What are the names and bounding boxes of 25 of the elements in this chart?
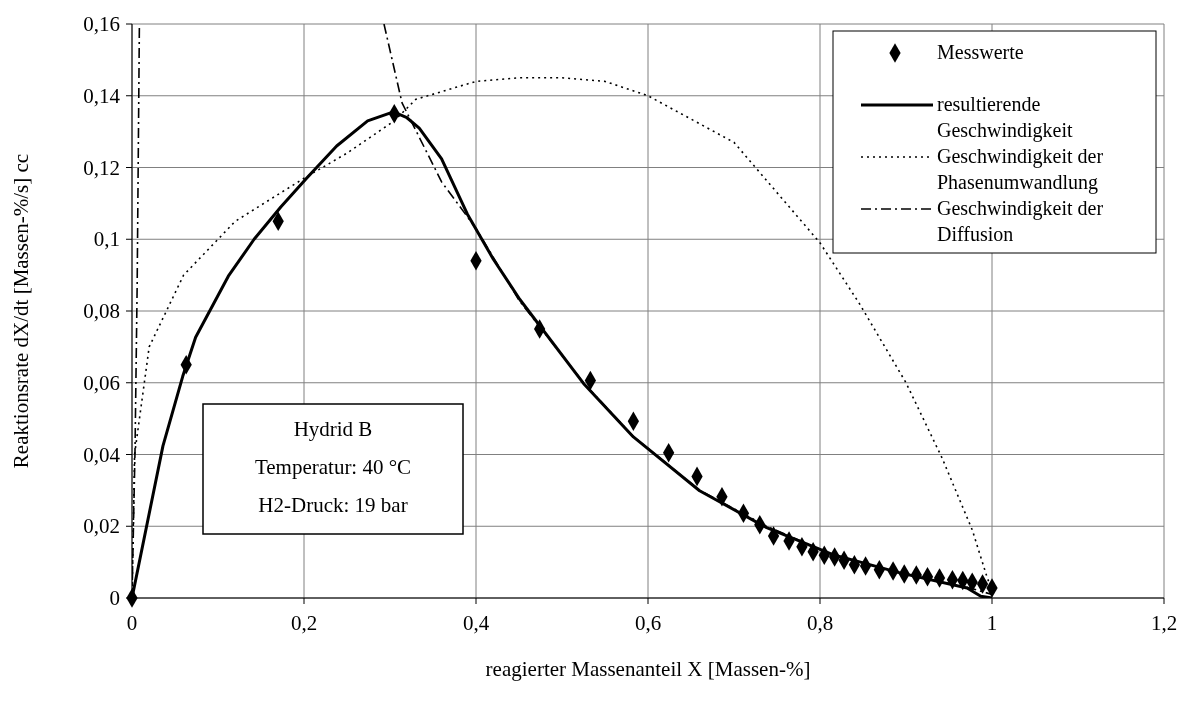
x-axis-title: reagierter Massenanteil X [Massen-%] [485,657,811,681]
legend-label: Geschwindigkeit der Diffusion [937,197,1104,245]
y-tick-label: 0 [109,586,120,610]
x-tick-label: 0 [126,611,138,635]
x-tick-label: 1 [986,611,998,635]
annotation: Hydrid B [293,417,373,441]
annotation: H2-Druck: 19 bar [258,493,408,517]
y-tick-label: 0,16 [83,12,120,36]
y-axis-title: Reaktionsrate dX/dt [Massen-%/s] cc [9,153,33,469]
x-tick-label: 0,4 [462,611,490,635]
legend-label: Geschwindigkeit der Phasenumwandlung [937,145,1104,194]
y-tick-label: 0,12 [83,155,120,180]
x-tick-label: 1,2 [1150,611,1178,635]
annotation: Temperatur: 40 °C [254,455,412,479]
y-tick-label: 0,14 [83,83,121,108]
y-tick-label: 0,08 [83,299,120,323]
y-tick-label: 0,1 [93,227,120,252]
y-tick-label: 0,04 [83,442,121,467]
legend-label: Messwerte [937,41,1024,63]
y-tick-label: 0,02 [83,514,120,539]
x-tick-label: 0,8 [806,611,834,635]
x-tick-label: 0,2 [290,611,318,635]
legend-label: resultierende Geschwindigkeit [937,93,1073,142]
y-tick-label: 0,06 [83,370,120,395]
x-tick-label: 0,6 [634,611,662,635]
